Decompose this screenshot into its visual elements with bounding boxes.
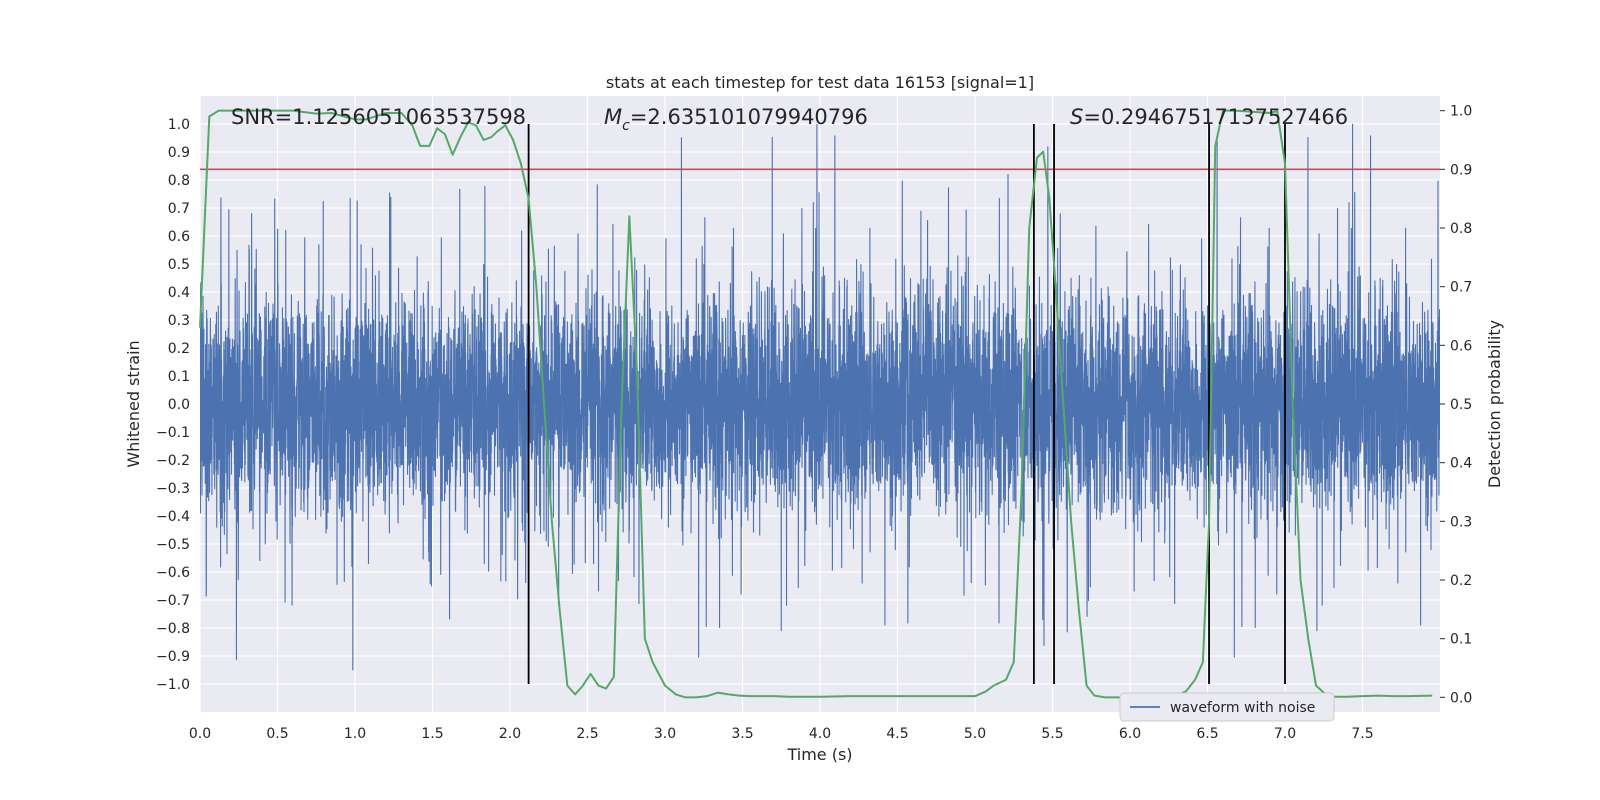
x-tick-label-15: 7.5: [1351, 726, 1373, 742]
y-tick-label-20: 1.0: [168, 117, 190, 133]
x-tick-label-3: 1.5: [421, 726, 443, 742]
x-tick-label-6: 3.0: [654, 726, 676, 742]
y-tick-label-14: 0.4: [168, 285, 190, 301]
waveform-line: [200, 123, 1440, 671]
y-tick-label-13: 0.3: [168, 313, 190, 329]
y-tick-label-10: 0.0: [168, 397, 190, 413]
y-tick-label-2: −0.8: [156, 621, 190, 637]
chirp-mass-subscript: c: [622, 118, 630, 134]
y-tick-label-12: 0.2: [168, 341, 190, 357]
y2-tick-label-9: 0.9: [1450, 162, 1472, 178]
y2-tick-label-10: 1.0: [1450, 104, 1472, 120]
legend: waveform with noise: [1119, 692, 1335, 722]
y-axis-ticks: −1.0 −0.9 −0.8 −0.7 −0.6 −0.5 −0.4 −0.3 −0.2 −0.1…: [156, 117, 190, 693]
y-tick-label-6: −0.4: [156, 509, 190, 525]
y-tick-label-5: −0.5: [156, 537, 190, 553]
probability-line: [199, 109, 1433, 699]
y2-tick-label-1: 0.1: [1450, 632, 1472, 648]
spin-annotation: S=0.29467517137527466: [1070, 105, 1348, 129]
y-tick-label-4: −0.6: [156, 565, 190, 581]
y-tick-label-16: 0.6: [168, 229, 190, 245]
y-tick-label-1: −0.9: [156, 649, 190, 665]
chirp-mass-value: =2.635101079940796: [630, 105, 868, 129]
y-tick-label-19: 0.9: [168, 145, 190, 161]
x-tick-label-11: 5.5: [1041, 726, 1063, 742]
y-tick-label-7: −0.3: [156, 481, 190, 497]
y-tick-label-3: −0.7: [156, 593, 190, 609]
x-axis-ticks: 0.0 0.5 1.0 1.5 2.0 2.5 3.0 3.5 4.0 4.5 5.0 5.5 6.0 6…: [189, 726, 1374, 742]
y2-tick-label-4: 0.4: [1450, 456, 1472, 472]
y-tick-label-11: 0.1: [168, 369, 190, 385]
x-tick-label-8: 4.0: [809, 726, 831, 742]
x-tick-label-7: 3.5: [731, 726, 753, 742]
y2-axis-ticks: 0.0 0.1 0.2 0.3 0.4 0.5 0.6 0.7 0.8 0.9 1.0: [1440, 104, 1472, 706]
y2-tick-label-3: 0.3: [1450, 514, 1472, 530]
x-tick-label-1: 0.5: [266, 726, 288, 742]
x-tick-label-0: 0.0: [189, 726, 211, 742]
x-tick-label-13: 6.5: [1196, 726, 1218, 742]
chart-title: stats at each timestep for test data 161…: [606, 73, 1034, 92]
chirp-mass-annotation: Mc=2.635101079940796: [604, 105, 868, 134]
y2-tick-label-7: 0.7: [1450, 280, 1472, 296]
detection-probability-series: [199, 109, 1433, 699]
waveform-series: [200, 123, 1440, 671]
x-tick-label-10: 5.0: [964, 726, 986, 742]
x-tick-label-4: 2.0: [499, 726, 521, 742]
legend-label-waveform: waveform with noise: [1170, 700, 1315, 716]
y2-tick-label-0: 0.0: [1450, 690, 1472, 706]
y-axis-label: Whitened strain: [124, 340, 143, 467]
spin-value: =0.29467517137527466: [1083, 105, 1348, 129]
y-tick-label-18: 0.8: [168, 173, 190, 189]
chirp-mass-symbol: M: [604, 105, 622, 129]
y-tick-label-9: −0.1: [156, 425, 190, 441]
x-axis-label: Time (s): [786, 745, 852, 764]
y2-tick-label-6: 0.6: [1450, 338, 1472, 354]
y-tick-label-0: −1.0: [156, 677, 190, 693]
x-tick-label-5: 2.5: [576, 726, 598, 742]
y-tick-label-15: 0.5: [168, 257, 190, 273]
x-tick-label-2: 1.0: [344, 726, 366, 742]
y-tick-label-8: −0.2: [156, 453, 190, 469]
x-tick-label-12: 6.0: [1119, 726, 1141, 742]
snr-annotation: SNR=1.1256051063537598: [231, 105, 526, 129]
y2-tick-label-8: 0.8: [1450, 221, 1472, 237]
x-tick-label-9: 4.5: [886, 726, 908, 742]
y2-tick-label-2: 0.2: [1450, 573, 1472, 589]
y-tick-label-17: 0.7: [168, 201, 190, 217]
legend-box: [1119, 692, 1335, 722]
y2-axis-label: Detection probability: [1485, 320, 1504, 488]
event-lines: [527, 124, 1286, 684]
spin-symbol: S: [1070, 105, 1083, 129]
y2-tick-label-5: 0.5: [1450, 397, 1472, 413]
x-tick-label-14: 7.0: [1274, 726, 1296, 742]
